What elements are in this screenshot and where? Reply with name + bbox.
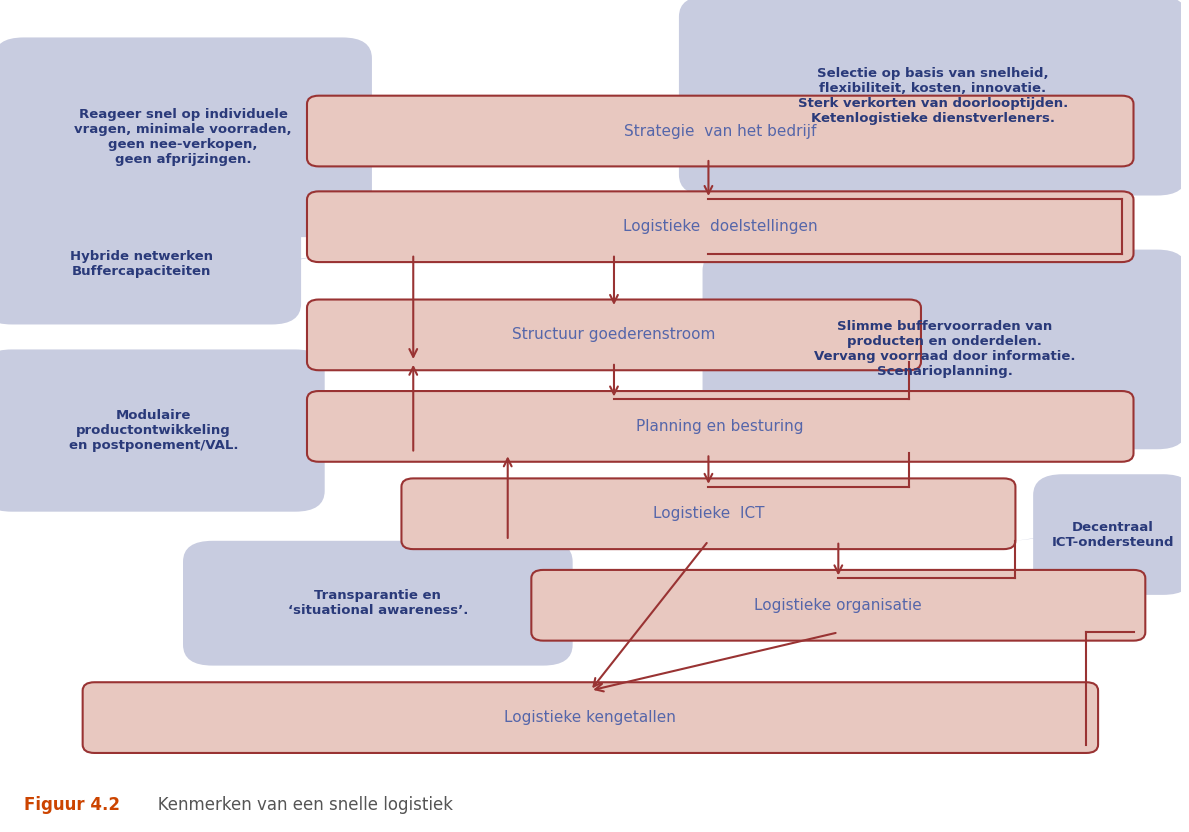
Text: Slimme buffervoorraden van
producten en onderdelen.
Vervang voorraad door inform: Slimme buffervoorraden van producten en …: [813, 320, 1075, 379]
Text: Logistieke  ICT: Logistieke ICT: [653, 506, 765, 522]
Text: Strategie  van het bedrijf: Strategie van het bedrijf: [624, 123, 817, 139]
Text: Figuur 4.2: Figuur 4.2: [24, 795, 120, 814]
Text: Logistieke organisatie: Logistieke organisatie: [755, 597, 923, 613]
Text: Decentraal
ICT-ondersteund: Decentraal ICT-ondersteund: [1051, 521, 1174, 548]
Text: Selectie op basis van snelheid,
flexibiliteit, kosten, innovatie.
Sterk verkorte: Selectie op basis van snelheid, flexibil…: [798, 67, 1068, 125]
FancyBboxPatch shape: [679, 0, 1187, 196]
FancyBboxPatch shape: [307, 391, 1133, 462]
FancyBboxPatch shape: [1033, 474, 1189, 595]
FancyBboxPatch shape: [183, 541, 573, 666]
FancyBboxPatch shape: [83, 682, 1099, 753]
FancyBboxPatch shape: [0, 349, 325, 512]
FancyBboxPatch shape: [531, 570, 1145, 641]
Polygon shape: [377, 541, 414, 562]
FancyBboxPatch shape: [307, 300, 921, 370]
Text: Planning en besturing: Planning en besturing: [636, 418, 804, 434]
Polygon shape: [1015, 534, 1063, 541]
FancyBboxPatch shape: [402, 478, 1015, 549]
Text: Logistieke kengetallen: Logistieke kengetallen: [504, 710, 677, 726]
FancyBboxPatch shape: [0, 37, 372, 237]
Polygon shape: [886, 174, 933, 176]
Text: Modulaire
productontwikkeling
en postponement/VAL.: Modulaire productontwikkeling en postpon…: [69, 409, 238, 452]
Text: Structuur goederenstroom: Structuur goederenstroom: [512, 327, 716, 343]
Polygon shape: [731, 348, 898, 362]
Text: Transparantie en
‘situational awarenessʼ.: Transparantie en ‘situational awarenessʼ…: [288, 589, 468, 617]
FancyBboxPatch shape: [703, 250, 1187, 449]
FancyBboxPatch shape: [0, 204, 301, 324]
Polygon shape: [271, 254, 331, 265]
Polygon shape: [295, 416, 331, 431]
Text: Kenmerken van een snelle logistiek: Kenmerken van een snelle logistiek: [141, 795, 453, 814]
Text: Hybride netwerken
Buffercapaciteiten: Hybride netwerken Buffercapaciteiten: [70, 250, 213, 278]
Text: Logistieke  doelstellingen: Logistieke doelstellingen: [623, 219, 818, 235]
Text: Reageer snel op individuele
vragen, minimale voorraden,
geen nee-verkopen,
geen : Reageer snel op individuele vragen, mini…: [74, 108, 291, 166]
FancyBboxPatch shape: [307, 191, 1133, 262]
FancyBboxPatch shape: [307, 96, 1133, 166]
